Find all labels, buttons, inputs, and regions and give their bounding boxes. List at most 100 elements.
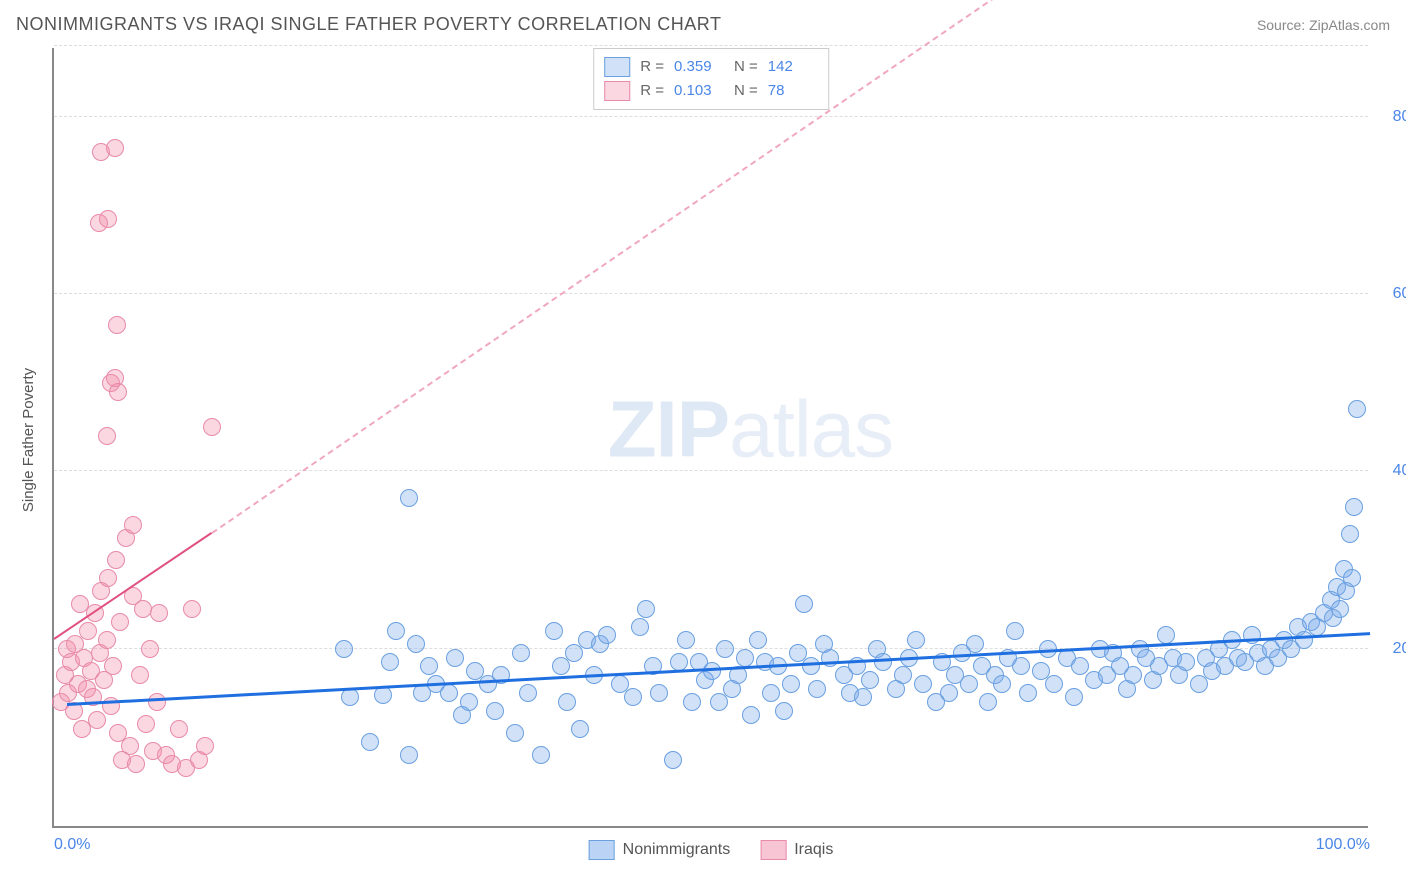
data-point bbox=[979, 693, 997, 711]
data-point bbox=[148, 693, 166, 711]
data-point bbox=[98, 427, 116, 445]
legend-label-iraqis: Iraqis bbox=[794, 841, 833, 859]
data-point bbox=[400, 746, 418, 764]
grid-line bbox=[54, 116, 1368, 117]
data-point bbox=[98, 631, 116, 649]
y-axis-label: Single Father Poverty bbox=[20, 368, 37, 512]
data-point bbox=[742, 706, 760, 724]
data-point bbox=[420, 657, 438, 675]
stats-row-1: R = 0.359 N = 142 bbox=[604, 55, 818, 79]
data-point bbox=[854, 688, 872, 706]
data-point bbox=[127, 755, 145, 773]
data-point bbox=[874, 653, 892, 671]
stat-n-label: N = bbox=[734, 79, 758, 103]
data-point bbox=[545, 622, 563, 640]
data-point bbox=[552, 657, 570, 675]
data-point bbox=[109, 383, 127, 401]
data-point bbox=[749, 631, 767, 649]
data-point bbox=[506, 724, 524, 742]
data-point bbox=[1295, 631, 1313, 649]
data-point bbox=[137, 715, 155, 733]
data-point bbox=[650, 684, 668, 702]
data-point bbox=[141, 640, 159, 658]
data-point bbox=[1157, 626, 1175, 644]
watermark-bold: ZIP bbox=[608, 385, 729, 474]
data-point bbox=[88, 711, 106, 729]
data-point bbox=[108, 316, 126, 334]
data-point bbox=[341, 688, 359, 706]
data-point bbox=[99, 569, 117, 587]
data-point bbox=[335, 640, 353, 658]
data-point bbox=[782, 675, 800, 693]
chart-title: NONIMMIGRANTS VS IRAQI SINGLE FATHER POV… bbox=[16, 14, 721, 35]
data-point bbox=[1177, 653, 1195, 671]
data-point bbox=[571, 720, 589, 738]
data-point bbox=[99, 210, 117, 228]
data-point bbox=[966, 635, 984, 653]
data-point bbox=[387, 622, 405, 640]
legend-swatch-nonimmigrants bbox=[589, 840, 615, 860]
data-point bbox=[993, 675, 1011, 693]
data-point bbox=[1012, 657, 1030, 675]
grid-line bbox=[54, 293, 1368, 294]
data-point bbox=[196, 737, 214, 755]
data-point bbox=[1045, 675, 1063, 693]
data-point bbox=[519, 684, 537, 702]
data-point bbox=[1124, 666, 1142, 684]
y-tick-label: 80.0% bbox=[1378, 108, 1406, 126]
data-point bbox=[762, 684, 780, 702]
data-point bbox=[460, 693, 478, 711]
x-tick-label: 0.0% bbox=[54, 836, 90, 854]
data-point bbox=[203, 418, 221, 436]
stat-r-value-1: 0.359 bbox=[674, 55, 724, 79]
data-point bbox=[104, 657, 122, 675]
legend-item-nonimmigrants: Nonimmigrants bbox=[589, 840, 731, 860]
data-point bbox=[637, 600, 655, 618]
swatch-iraqis bbox=[604, 81, 630, 101]
data-point bbox=[558, 693, 576, 711]
data-point bbox=[907, 631, 925, 649]
data-point bbox=[486, 702, 504, 720]
data-point bbox=[710, 693, 728, 711]
y-tick-label: 40.0% bbox=[1378, 462, 1406, 480]
correlation-chart: NONIMMIGRANTS VS IRAQI SINGLE FATHER POV… bbox=[0, 0, 1406, 892]
data-point bbox=[598, 626, 616, 644]
data-point bbox=[624, 688, 642, 706]
data-point bbox=[736, 649, 754, 667]
data-point bbox=[400, 489, 418, 507]
data-point bbox=[775, 702, 793, 720]
data-point bbox=[808, 680, 826, 698]
data-point bbox=[565, 644, 583, 662]
data-point bbox=[683, 693, 701, 711]
stat-n-value-1: 142 bbox=[768, 55, 818, 79]
data-point bbox=[960, 675, 978, 693]
data-point bbox=[664, 751, 682, 769]
data-point bbox=[79, 622, 97, 640]
data-point bbox=[1019, 684, 1037, 702]
data-point bbox=[111, 613, 129, 631]
data-point bbox=[631, 618, 649, 636]
data-point bbox=[1348, 400, 1366, 418]
stat-r-value-2: 0.103 bbox=[674, 79, 724, 103]
chart-source: Source: ZipAtlas.com bbox=[1257, 17, 1390, 33]
legend-swatch-iraqis bbox=[760, 840, 786, 860]
grid-line bbox=[54, 45, 1368, 46]
data-point bbox=[407, 635, 425, 653]
data-point bbox=[802, 657, 820, 675]
data-point bbox=[361, 733, 379, 751]
data-point bbox=[512, 644, 530, 662]
data-point bbox=[914, 675, 932, 693]
swatch-nonimmigrants bbox=[604, 57, 630, 77]
grid-line bbox=[54, 470, 1368, 471]
data-point bbox=[446, 649, 464, 667]
x-tick-label: 100.0% bbox=[1316, 836, 1370, 854]
legend-label-nonimmigrants: Nonimmigrants bbox=[623, 841, 731, 859]
data-point bbox=[894, 666, 912, 684]
stats-legend: R = 0.359 N = 142 R = 0.103 N = 78 bbox=[593, 48, 829, 110]
data-point bbox=[1190, 675, 1208, 693]
data-point bbox=[861, 671, 879, 689]
data-point bbox=[1341, 525, 1359, 543]
trend-line bbox=[53, 532, 212, 640]
data-point bbox=[532, 746, 550, 764]
data-point bbox=[940, 684, 958, 702]
